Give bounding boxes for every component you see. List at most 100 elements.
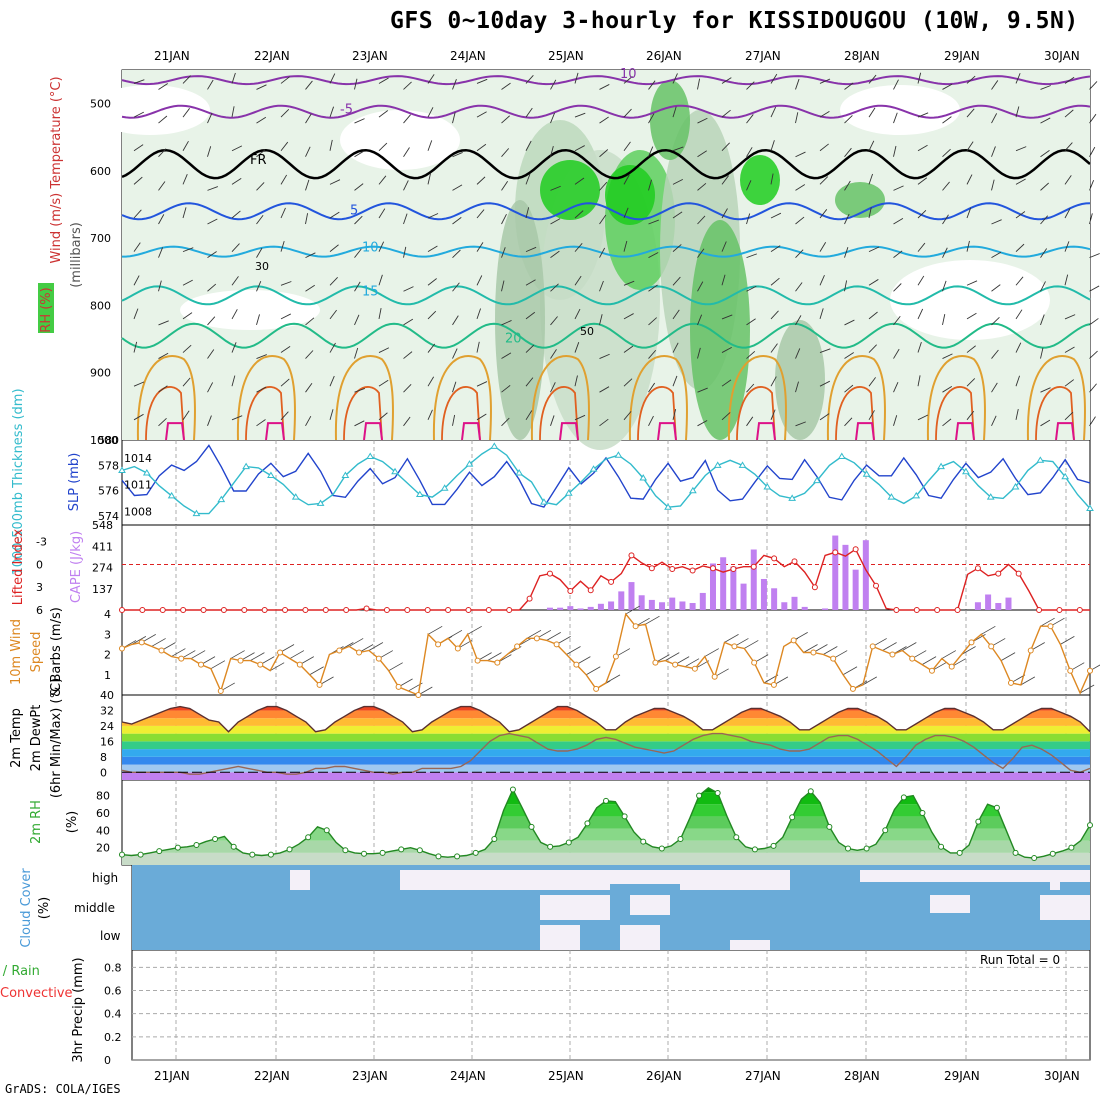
- wind-barb: [942, 181, 950, 191]
- thickness-series-marker-26: [440, 484, 449, 491]
- wind-barb: [452, 249, 461, 258]
- isotherm-minus5: [121, 104, 1091, 119]
- rh-dry-4: [890, 260, 1050, 340]
- cape-bar-63: [760, 578, 767, 610]
- wind-barb: [819, 209, 828, 219]
- wind-barb: [427, 173, 431, 185]
- wind-barb: [599, 353, 610, 359]
- lifted-index-series-marker-16: [282, 607, 289, 613]
- wind-barb: [378, 142, 388, 152]
- wind10-tick-2: 3: [104, 628, 111, 641]
- wind-barb: [550, 250, 560, 259]
- wind10-barb-59: [704, 648, 719, 657]
- cloud-clear-12: [730, 940, 770, 950]
- lifted-index-series-marker-6: [180, 607, 187, 613]
- wind-barb: [819, 348, 831, 353]
- hot-lobe-7: [855, 422, 875, 441]
- wind-barb: [721, 379, 732, 387]
- wind-barb: [329, 342, 336, 353]
- wind-barb: [623, 240, 628, 252]
- wind-barb: [697, 420, 708, 427]
- wind-barb: [574, 243, 583, 252]
- rh-series-marker-6: [174, 844, 181, 851]
- wind-barb: [1064, 314, 1076, 320]
- isotherm-20: [121, 322, 1091, 349]
- wind-barb: [991, 316, 1000, 326]
- rh-series-marker-54: [621, 813, 628, 820]
- wind10-series-marker-36: [474, 657, 481, 664]
- wind10-ylabel-2: Speed: [29, 632, 44, 673]
- wind-barb: [354, 314, 360, 326]
- ua-ytick-1: 600: [90, 165, 111, 178]
- wind-barb: [966, 75, 976, 84]
- wind-barb: [476, 242, 484, 252]
- wind10-series-marker-32: [435, 641, 442, 648]
- wind-barb: [991, 80, 999, 90]
- lifted-index-series-marker-80: [934, 607, 941, 613]
- wind-barb: [427, 343, 436, 353]
- temp-series: [121, 705, 1091, 733]
- wind-barb: [599, 181, 608, 191]
- wind-barb: [623, 108, 632, 118]
- rh-series-marker-20: [305, 834, 312, 841]
- thickness-series-marker-72: [1011, 482, 1020, 490]
- wind-barb: [697, 387, 708, 393]
- wind-barb: [746, 213, 751, 225]
- wind-barb: [403, 246, 407, 258]
- wind-barb: [721, 346, 732, 353]
- wind-barb: [501, 82, 511, 90]
- lifted-index-series-marker-46: [587, 587, 594, 594]
- thickness-series-marker-24: [415, 490, 424, 498]
- rh-series-marker-50: [584, 820, 591, 827]
- cape-bar-42: [546, 607, 553, 610]
- thickness-series-marker-46: [688, 486, 697, 494]
- lifted-index-series-marker-10: [220, 607, 227, 613]
- wind-barb: [672, 409, 677, 420]
- wind-barb: [942, 385, 953, 393]
- wind10-series-marker-14: [257, 661, 264, 668]
- wind-barb: [917, 308, 924, 320]
- cape-bar-86: [995, 603, 1002, 610]
- lifted-index-series-marker-70: [832, 549, 839, 556]
- wind-barb: [158, 148, 167, 158]
- wind-barb: [942, 418, 952, 427]
- warm-lobe-3: [432, 355, 492, 441]
- wind-barb: [329, 409, 334, 420]
- rh-blob-9: [495, 200, 545, 440]
- wind-barb: [378, 379, 389, 387]
- date-label-bottom-8: 29JAN: [944, 1069, 980, 1083]
- wind-barb: [868, 140, 875, 151]
- wind-barb: [452, 152, 463, 158]
- wind-barb: [525, 410, 533, 421]
- wind10-series-marker-18: [296, 661, 303, 668]
- wind-barb: [868, 344, 877, 353]
- temp-tick-0: 0: [100, 766, 107, 779]
- lifted-index-series-marker-42: [546, 570, 553, 577]
- wind10-barb-47: [586, 666, 601, 676]
- wind10-tick-0: 1: [104, 669, 111, 682]
- wind-barb: [1064, 411, 1074, 421]
- rh-series-marker-2: [137, 851, 144, 858]
- wind-barb: [844, 280, 848, 292]
- wind-barb: [280, 240, 285, 252]
- wind-barb: [231, 210, 241, 219]
- wind10-series-marker-62: [731, 643, 738, 650]
- wind-barb: [746, 114, 754, 124]
- temp-band-2: [122, 756, 1090, 765]
- warm-lobe-2: [334, 355, 394, 441]
- li-tick-0: -3: [36, 536, 47, 549]
- cloud-clear-5: [1050, 870, 1060, 890]
- temp-tick-3: 24: [100, 720, 114, 733]
- wind-barb: [844, 115, 853, 124]
- wind-barb: [207, 283, 217, 292]
- wind-barb: [770, 376, 777, 387]
- wind-barb: [305, 113, 312, 124]
- wind-barb: [746, 180, 752, 191]
- date-label-top-6: 27JAN: [745, 49, 781, 63]
- slp-tick-0: 1008: [124, 506, 152, 519]
- wind10-barb-69: [803, 644, 818, 653]
- date-label-top-0: 21JAN: [154, 49, 190, 63]
- wind-barb: [133, 79, 145, 84]
- rh-series-marker-36: [454, 853, 461, 860]
- wind-barb: [574, 414, 586, 421]
